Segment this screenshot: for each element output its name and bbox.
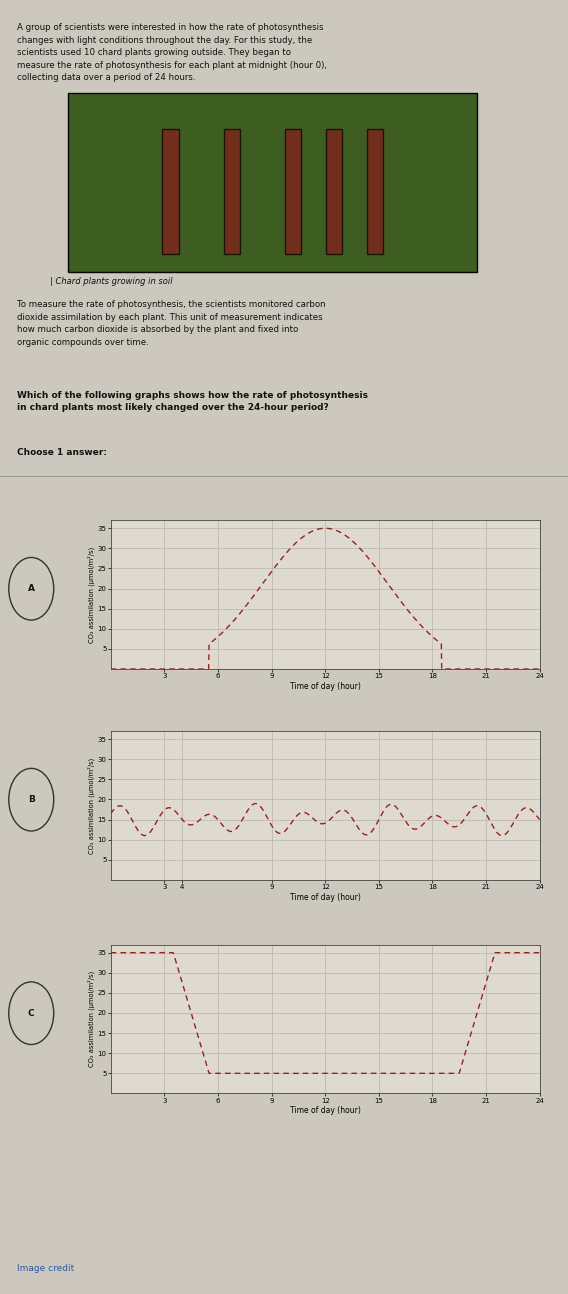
Text: A: A (28, 585, 35, 593)
Text: Choose 1 answer:: Choose 1 answer: (17, 448, 107, 457)
X-axis label: Time of day (hour): Time of day (hour) (290, 893, 361, 902)
Text: | Chard plants growing in soil: | Chard plants growing in soil (50, 277, 173, 286)
Text: Which of the following graphs shows how the rate of photosynthesis
in chard plan: Which of the following graphs shows how … (17, 391, 368, 413)
FancyBboxPatch shape (224, 129, 240, 254)
FancyBboxPatch shape (326, 129, 342, 254)
X-axis label: Time of day (hour): Time of day (hour) (290, 682, 361, 691)
Text: Image credit: Image credit (17, 1264, 74, 1272)
Y-axis label: CO₂ assimilation (μmol/m²/s): CO₂ assimilation (μmol/m²/s) (87, 546, 95, 643)
Text: C: C (28, 1009, 35, 1017)
FancyBboxPatch shape (162, 129, 178, 254)
Text: A group of scientists were interested in how the rate of photosynthesis
changes : A group of scientists were interested in… (17, 23, 327, 83)
FancyBboxPatch shape (68, 93, 477, 272)
FancyBboxPatch shape (367, 129, 383, 254)
X-axis label: Time of day (hour): Time of day (hour) (290, 1106, 361, 1115)
Text: B: B (28, 796, 35, 804)
Y-axis label: CO₂ assimilation (μmol/m²/s): CO₂ assimilation (μmol/m²/s) (87, 757, 95, 854)
Text: To measure the rate of photosynthesis, the scientists monitored carbon
dioxide a: To measure the rate of photosynthesis, t… (17, 300, 325, 347)
FancyBboxPatch shape (285, 129, 301, 254)
Y-axis label: CO₂ assimilation (μmol/m²/s): CO₂ assimilation (μmol/m²/s) (87, 970, 95, 1068)
